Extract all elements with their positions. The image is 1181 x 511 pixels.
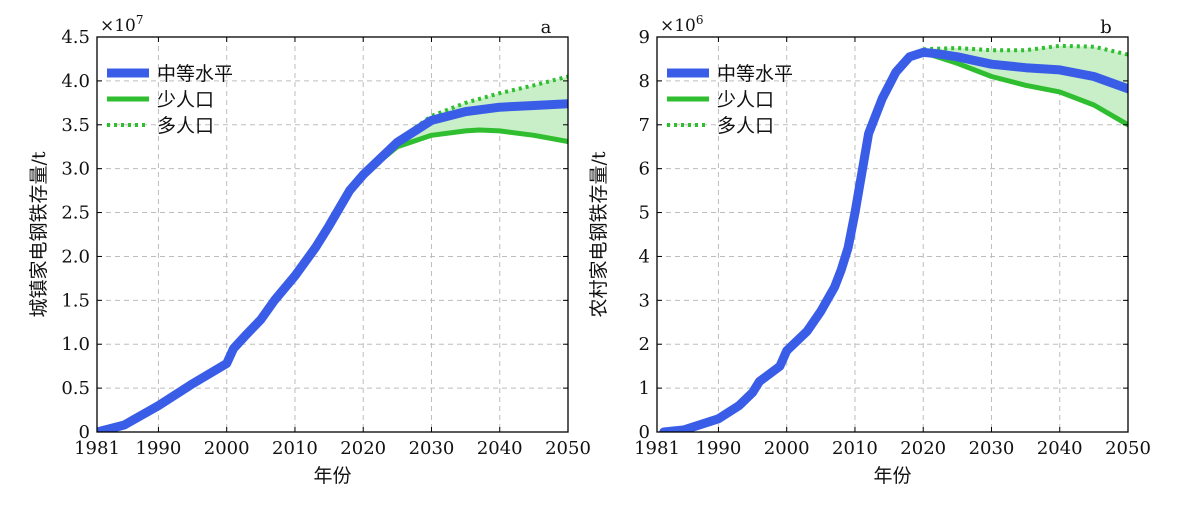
x-tick-label: 2040 [1037, 438, 1083, 459]
plot-frame [656, 36, 1129, 433]
x-tick-label: 1990 [136, 438, 182, 459]
y-tick-label: 4 [639, 246, 650, 267]
y-tick-label: 8 [639, 71, 650, 92]
legend-label: 多人口 [157, 115, 214, 137]
legend-label: 少人口 [157, 89, 214, 111]
y-tick-label: 4.0 [61, 71, 90, 92]
y-tick-label: 2.0 [61, 246, 90, 267]
y-tick-label: 3 [639, 290, 650, 311]
legend-label: 少人口 [717, 89, 774, 111]
x-tick-label: 2000 [764, 438, 810, 459]
series-line-中等水平 [97, 99, 568, 432]
series-line-多人口 [361, 74, 568, 177]
y-tick-label: 1.0 [61, 334, 90, 355]
plot-frame [96, 36, 569, 433]
x-tick-label: 2030 [969, 438, 1015, 459]
x-tick-label: 1990 [696, 438, 742, 459]
x-axis-label: 年份 [873, 465, 911, 487]
legend-label: 多人口 [717, 115, 774, 137]
x-tick-label: 2050 [1105, 438, 1151, 459]
x-tick-label: 2010 [832, 438, 878, 459]
y-tick-label: 0 [639, 422, 650, 443]
y-tick-label: 0 [79, 422, 90, 443]
y-tick-label: 0.5 [61, 378, 90, 399]
panel-label: a [541, 17, 552, 38]
chart-panel-b: 1981 1990 2000 2010 2020 2030 2040 2050 0 1 2 3 4 5 6 7… [588, 13, 1151, 487]
y-tick-label: 6 [639, 159, 650, 180]
x-tick-label: 1981 [74, 438, 120, 459]
y-tick-label: 1.5 [61, 290, 90, 311]
x-tick-label: 1981 [634, 438, 680, 459]
y-multiplier: ×106 [660, 13, 704, 36]
y-tick-label: 3.0 [61, 159, 90, 180]
panel-label: b [1100, 17, 1112, 38]
y-tick-label: 1 [639, 378, 650, 399]
y-tick-label: 5 [639, 203, 650, 224]
y-tick-label: 7 [639, 115, 650, 136]
y-tick-label: 2 [639, 334, 650, 355]
x-tick-label: 2020 [340, 438, 386, 459]
y-tick-label: 2.5 [61, 203, 90, 224]
legend-label: 中等水平 [157, 63, 233, 85]
y-axis-label: 城镇家电钢铁存量/t [28, 151, 50, 317]
x-tick-label: 2050 [545, 438, 591, 459]
x-axis-label: 年份 [313, 465, 351, 487]
y-tick-label: 9 [639, 27, 650, 48]
x-tick-label: 2030 [409, 438, 455, 459]
series-line-中等水平 [659, 47, 1128, 432]
y-tick-label: 4.5 [61, 27, 90, 48]
y-tick-label: 3.5 [61, 115, 90, 136]
chart-panel-a: 1981 1990 2000 2010 2020 2030 2040 2050 0 0.5 1.0 1… [28, 13, 591, 487]
series-line-少人口 [920, 49, 1128, 128]
x-tick-label: 2010 [272, 438, 318, 459]
series-line-少人口 [360, 127, 568, 178]
x-tick-label: 2040 [477, 438, 523, 459]
x-tick-label: 2020 [900, 438, 946, 459]
y-axis-label: 农村家电钢铁存量/t [588, 151, 610, 317]
y-multiplier: ×107 [100, 13, 144, 36]
legend-label: 中等水平 [717, 63, 793, 85]
uncertainty-band [363, 76, 568, 175]
x-tick-label: 2000 [204, 438, 250, 459]
